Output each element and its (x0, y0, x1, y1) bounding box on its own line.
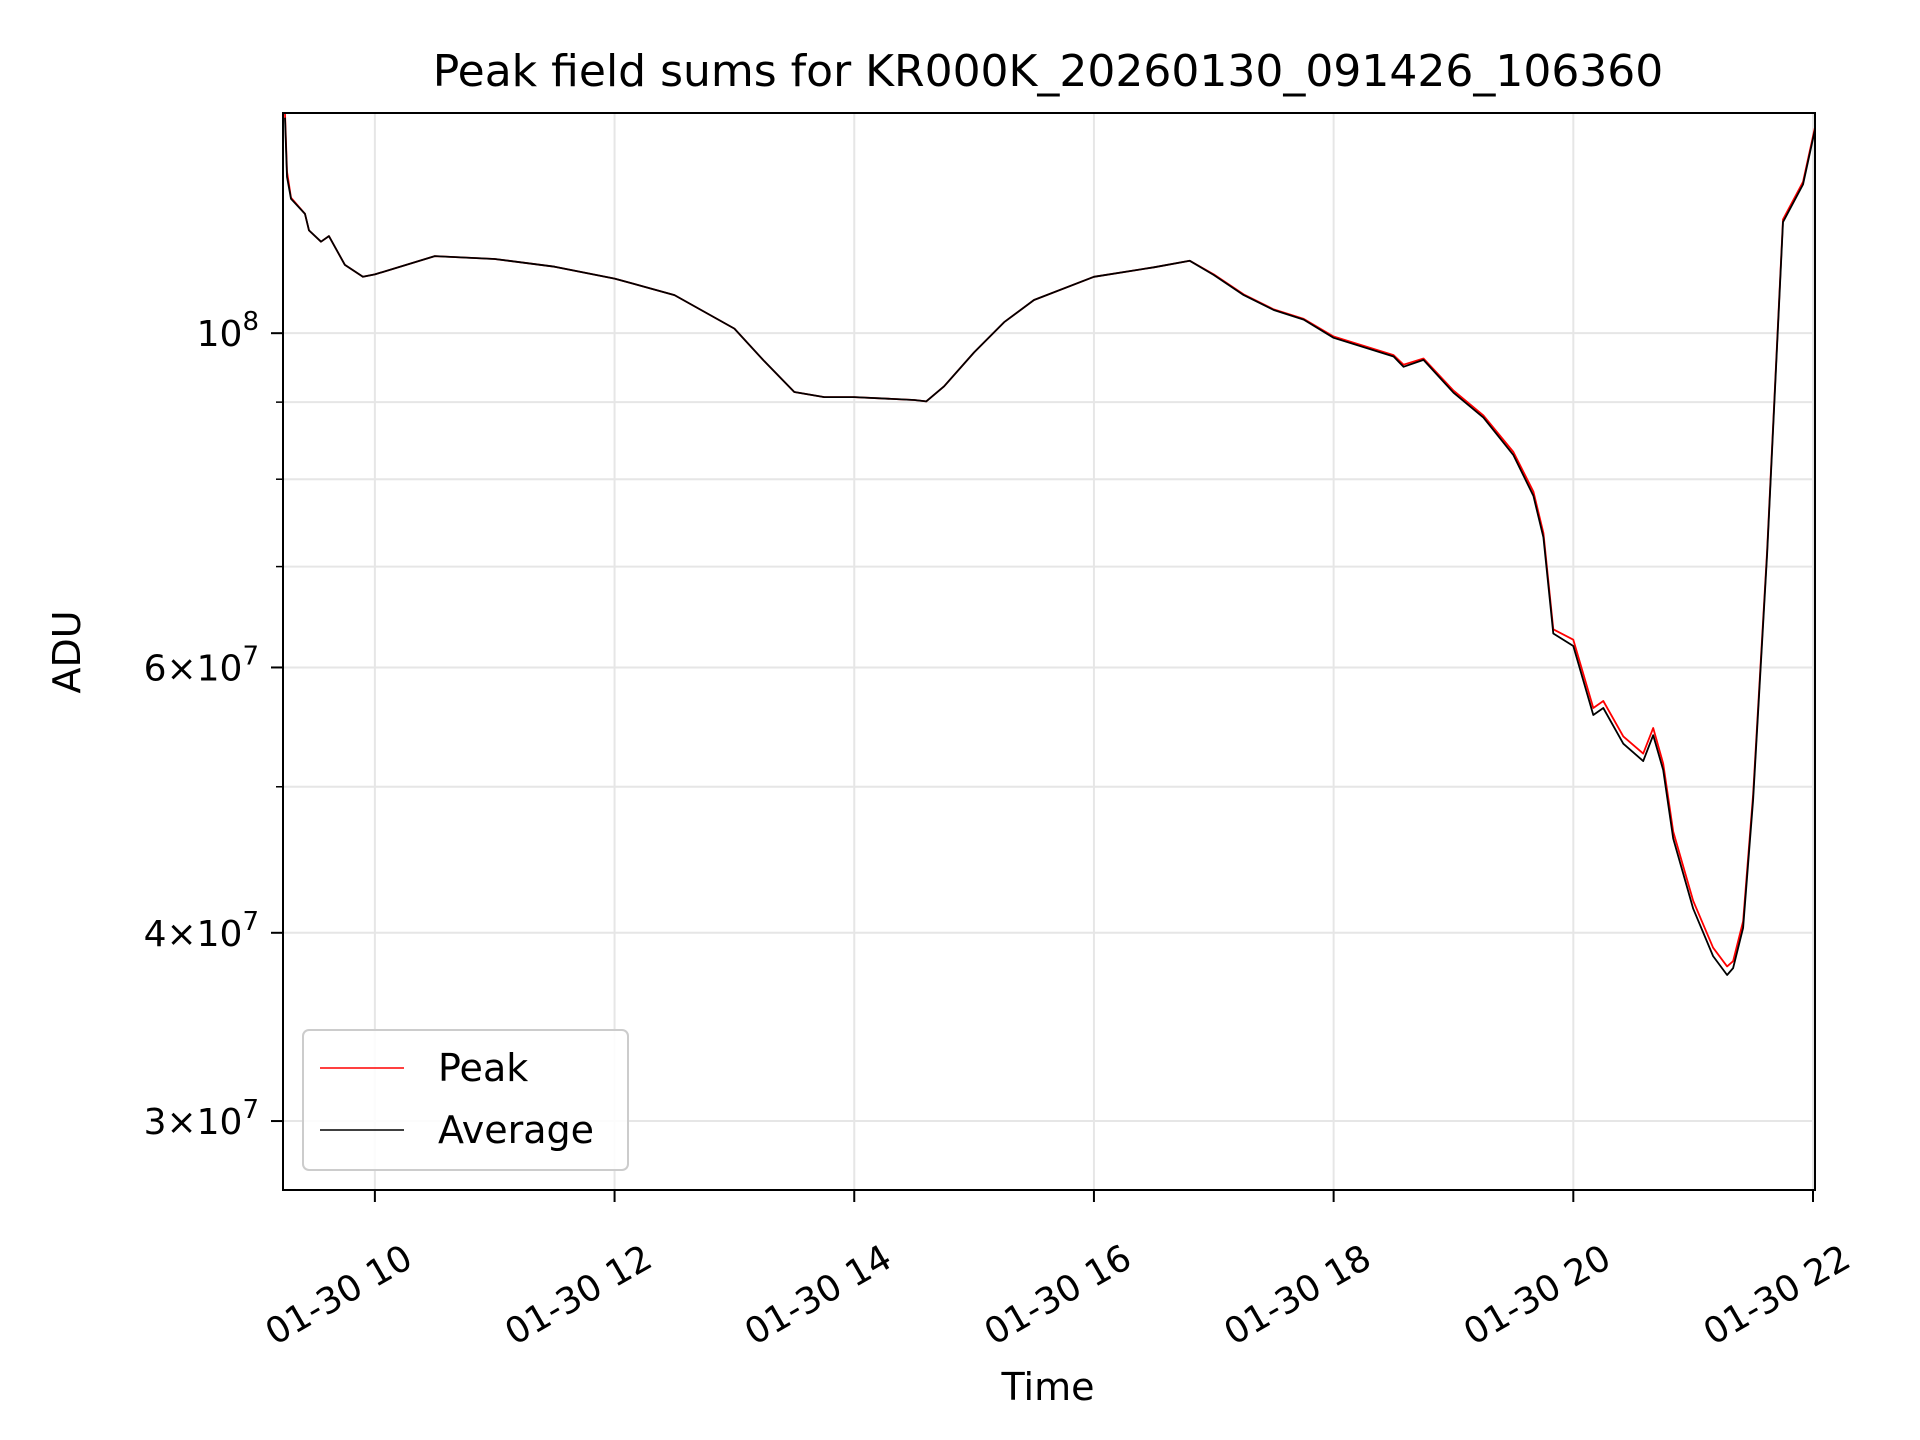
x-tick-label: 01-30 12 (498, 1237, 659, 1353)
x-tick-label: 01-30 22 (1697, 1237, 1858, 1353)
x-tick-label: 01-30 10 (259, 1237, 420, 1353)
plot-area (284, 112, 1816, 976)
legend-label-average: Average (438, 1108, 594, 1152)
chart-title: Peak field sums for KR000K_20260130_0914… (433, 46, 1664, 97)
y-tick-label: 108 (197, 307, 259, 355)
x-tick-label: 01-30 20 (1457, 1237, 1618, 1353)
grid (283, 113, 1815, 1190)
x-tick-label: 01-30 18 (1217, 1237, 1378, 1353)
series-line-peak (284, 112, 1816, 968)
axes: 01-30 10 01-30 12 01-30 14 01-30 16 01-30 18… (144, 307, 1858, 1354)
plot-frame (282, 112, 1816, 1191)
y-tick-label: 6×107 (144, 641, 259, 689)
series-line-average (284, 117, 1816, 976)
x-axis-label: Time (1001, 1365, 1095, 1409)
y-tick-label: 3×107 (144, 1095, 259, 1143)
y-tick-label: 4×107 (144, 907, 259, 955)
legend-box (302, 1029, 629, 1171)
x-tick-label: 01-30 14 (738, 1237, 899, 1353)
legend: Peak Average (302, 1029, 629, 1171)
legend-label-peak: Peak (438, 1046, 528, 1090)
x-tick-label: 01-30 16 (978, 1237, 1139, 1353)
y-axis-label: ADU (45, 610, 89, 693)
